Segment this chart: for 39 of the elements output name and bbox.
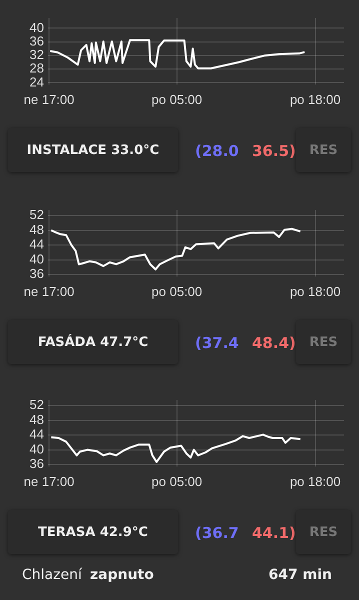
text: 647 min xyxy=(268,567,332,583)
text: RES xyxy=(296,320,351,364)
y-tick-label: 36 xyxy=(30,33,44,48)
x-tick-label: po 18:00 xyxy=(290,474,341,489)
text: 48.4) xyxy=(252,334,296,352)
x-tick-label: ne 17:00 xyxy=(24,474,74,489)
text: Chlazení xyxy=(22,567,82,583)
x-tick-label: po 18:00 xyxy=(290,92,341,107)
x-tick-label: po 05:00 xyxy=(152,284,202,299)
text: RES xyxy=(296,128,351,172)
y-tick-label: 48 xyxy=(30,412,44,427)
y-tick-label: 36 xyxy=(30,266,44,282)
text: RES xyxy=(296,510,351,554)
y-tick-label: 48 xyxy=(30,222,44,237)
text: 36.5) xyxy=(252,142,296,160)
y-tick-label: 52 xyxy=(30,207,44,222)
y-tick-label: 24 xyxy=(30,74,44,90)
text: (36.7 xyxy=(195,524,239,542)
x-tick-label: po 18:00 xyxy=(290,284,341,299)
text: FASÁDA 47.7°C xyxy=(8,320,178,364)
text: 44.1) xyxy=(252,524,296,542)
y-tick-label: 44 xyxy=(30,426,44,442)
y-tick-label: 40 xyxy=(30,251,44,266)
text: TERASA 42.9°C xyxy=(8,510,178,554)
y-tick-label: 40 xyxy=(30,441,44,456)
y-tick-label: 40 xyxy=(30,20,44,35)
y-tick-label: 36 xyxy=(30,456,44,472)
text: zapnuto xyxy=(90,567,154,583)
x-tick-label: ne 17:00 xyxy=(24,284,74,299)
text: (28.0 xyxy=(195,142,239,160)
text: INSTALACE 33.0°C xyxy=(8,128,178,172)
x-tick-label: ne 17:00 xyxy=(24,92,74,107)
y-tick-label: 32 xyxy=(30,47,44,62)
y-tick-label: 28 xyxy=(30,60,44,76)
text: (37.4 xyxy=(195,334,239,352)
y-tick-label: 52 xyxy=(30,397,44,412)
x-tick-label: po 05:00 xyxy=(152,92,202,107)
y-tick-label: 44 xyxy=(30,236,44,252)
x-tick-label: po 05:00 xyxy=(152,474,202,489)
